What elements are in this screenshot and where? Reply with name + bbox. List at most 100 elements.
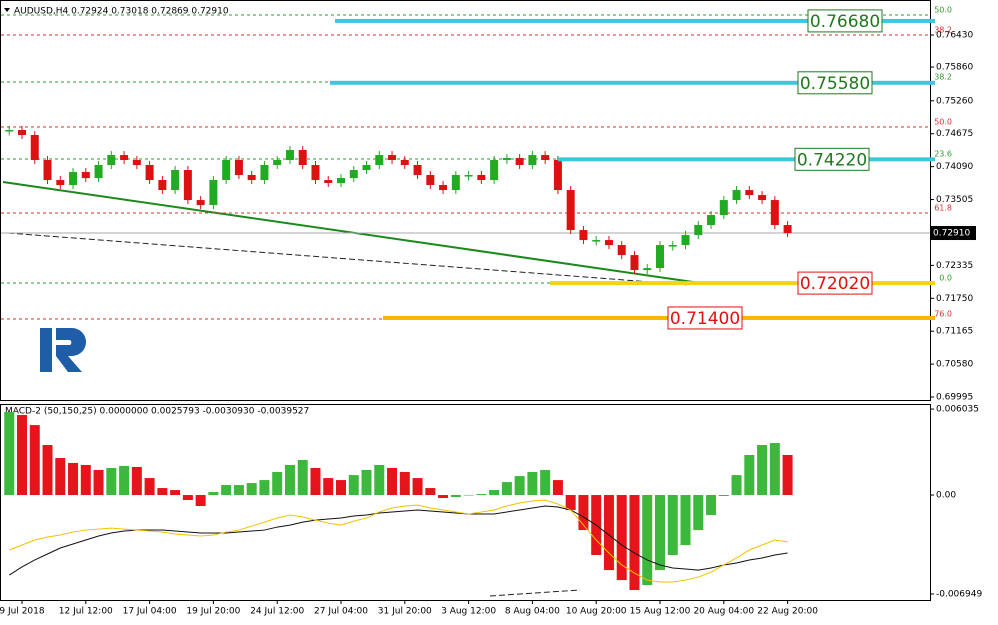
- x-tick-label: 8 Aug 04:00: [505, 607, 560, 617]
- macd-bar: [718, 495, 729, 497]
- candle: [81, 172, 90, 179]
- macd-trend-line: [489, 589, 581, 597]
- candle: [94, 165, 103, 179]
- candle: [145, 165, 154, 181]
- macd-bar: [195, 495, 206, 506]
- macd-line: [9, 499, 788, 583]
- macd-bar: [310, 467, 321, 496]
- candle: [120, 155, 129, 160]
- candle: [617, 245, 626, 256]
- candle: [566, 190, 575, 231]
- macd-bar: [680, 495, 691, 546]
- y-tick-label: 0.70580: [936, 360, 973, 370]
- last-price-box: [930, 226, 976, 241]
- candle: [400, 159, 409, 166]
- candle: [464, 175, 473, 177]
- candle: [579, 230, 588, 241]
- macd-bar: [744, 454, 755, 496]
- macd-bar: [259, 480, 270, 496]
- macd-bar: [29, 425, 40, 496]
- macd-header: MACD-2 (50,150,25) 0.0000000 0.0025793 -…: [5, 407, 309, 417]
- fib-label: 23.6: [934, 150, 952, 159]
- candle: [553, 159, 562, 191]
- y-tick-label: 0.69995: [936, 393, 973, 403]
- price-frame: [0, 0, 931, 401]
- level-label: 0.74220: [797, 150, 867, 170]
- x-tick-label: 19 Jul 20:00: [186, 607, 240, 617]
- y-tick-label: 0.73505: [936, 195, 973, 205]
- level-label: 0.75580: [800, 74, 870, 94]
- trend-line: [2, 181, 701, 284]
- macd-bar: [208, 492, 219, 496]
- candle: [260, 165, 269, 181]
- candle: [56, 180, 65, 186]
- candle: [528, 155, 537, 166]
- candle: [681, 235, 690, 246]
- level-label: 0.72020: [800, 274, 870, 294]
- menu-arrow: [4, 8, 10, 12]
- macd-bar: [501, 482, 512, 496]
- level-box-frame: [794, 147, 870, 171]
- macd-bar: [463, 495, 474, 496]
- level-box: 0.74220: [794, 147, 870, 171]
- macd-bar: [42, 445, 53, 496]
- macd-bar: [55, 457, 66, 496]
- trend-line-dashed: [7, 232, 691, 286]
- macd-bar: [578, 495, 589, 531]
- candle: [477, 175, 486, 181]
- fib-label: 38.2: [934, 73, 952, 82]
- y-tick-label: 0.72335: [936, 261, 973, 271]
- fib-label: 38.2: [934, 25, 952, 34]
- macd-bar: [80, 464, 91, 496]
- x-tick-label: 24 Jul 12:00: [250, 607, 304, 617]
- macd-bar: [93, 469, 104, 496]
- candle: [668, 245, 677, 247]
- candle: [247, 175, 256, 181]
- y-tick-label: 0.75860: [936, 63, 973, 73]
- macd-frame: [0, 404, 931, 601]
- candle: [324, 180, 333, 184]
- macd-bar: [769, 443, 780, 496]
- x-tick-label: 27 Jul 04:00: [314, 607, 368, 617]
- candle: [630, 255, 639, 271]
- candle: [758, 195, 767, 201]
- level-box-frame: [797, 271, 873, 295]
- macd-bar: [655, 495, 665, 571]
- candle: [349, 170, 358, 179]
- candle: [171, 170, 180, 191]
- level-box: 0.71400: [667, 306, 743, 330]
- macd-bar: [757, 445, 768, 496]
- macd-bar: [603, 495, 614, 571]
- x-tick-label: 9 Jul 2018: [0, 607, 45, 617]
- macd-bar: [284, 464, 295, 496]
- macd-bar: [642, 495, 653, 586]
- macd-bar: [272, 471, 283, 496]
- candle: [30, 135, 39, 160]
- candle: [656, 245, 664, 269]
- candle: [273, 159, 282, 166]
- macd-bar: [489, 490, 500, 496]
- x-tick-label: 22 Aug 20:00: [757, 607, 818, 617]
- last-price-label: 0.72910: [933, 229, 970, 239]
- candle: [388, 155, 397, 160]
- macd-bar: [693, 495, 704, 531]
- macd-bar: [425, 488, 436, 496]
- level-line: [383, 315, 935, 320]
- candle: [298, 150, 307, 166]
- x-tick-label: 31 Jul 20:00: [378, 607, 432, 617]
- macd-bar: [540, 469, 551, 496]
- x-tick-label: 15 Aug 12:00: [630, 607, 691, 617]
- macd-bar: [246, 483, 257, 496]
- y-tick-label: 0.71165: [936, 327, 973, 337]
- x-tick-label: 3 Aug 12:00: [441, 607, 496, 617]
- macd-bar: [336, 480, 346, 496]
- candle: [515, 158, 524, 166]
- fib-label: 0.0: [939, 274, 952, 283]
- macd-bar: [782, 454, 793, 496]
- y-tick-label: 0.75260: [936, 96, 973, 106]
- level-label: 0.76680: [810, 12, 880, 32]
- macd-bar: [233, 485, 244, 496]
- candle: [451, 175, 460, 191]
